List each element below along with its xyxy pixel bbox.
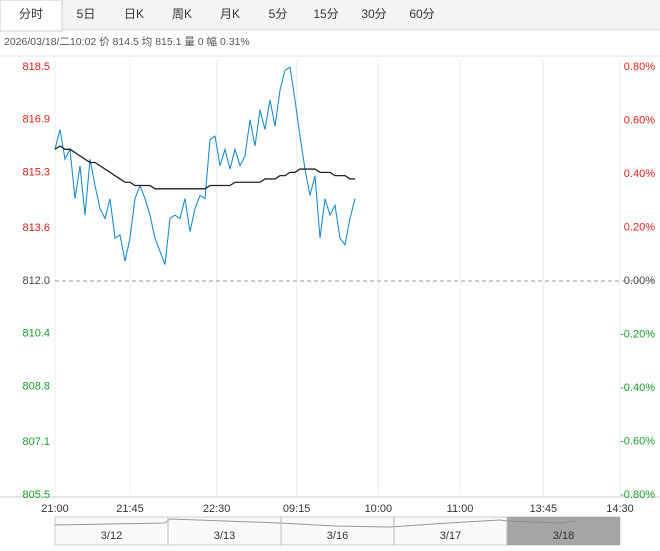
x-tick-label: 09:15 [283, 503, 311, 515]
y-tick-label: 812.0 [22, 275, 50, 287]
y-tick-label: 818.5 [22, 61, 50, 73]
navigator-date[interactable]: 3/12 [101, 530, 122, 542]
y-tick-label: 813.6 [22, 222, 50, 234]
y-tick-label: 808.8 [22, 380, 50, 392]
y2-tick-label: -0.60% [620, 435, 655, 447]
y-tick-label: 816.9 [22, 114, 50, 126]
tab[interactable]: 60分 [409, 7, 434, 21]
y-tick-label: 810.4 [22, 328, 50, 340]
tab-bar [0, 0, 660, 30]
x-tick-label: 11:00 [447, 503, 474, 515]
x-tick-label: 14:30 [606, 503, 634, 515]
y-tick-label: 807.1 [22, 436, 50, 448]
y2-tick-label: -0.80% [620, 489, 655, 501]
y2-tick-label: 0.20% [624, 221, 655, 233]
y2-tick-label: 0.60% [624, 114, 655, 126]
y2-tick-label: 0.80% [624, 61, 655, 73]
x-tick-label: 22:30 [203, 503, 231, 515]
x-tick-label: 13:45 [530, 503, 558, 515]
tab[interactable]: 月K [220, 7, 240, 21]
tab[interactable]: 周K [172, 7, 192, 21]
tab-active[interactable] [0, 0, 63, 32]
average-line [54, 145, 355, 190]
x-tick-label: 10:00 [365, 503, 393, 515]
quote-info: 2026/03/18/二10:02 价 814.5 均 815.1 量 0 幅 … [4, 35, 250, 48]
tab[interactable]: 5日 [77, 7, 96, 21]
tab[interactable]: 日K [124, 7, 144, 21]
tab[interactable]: 5分 [269, 7, 288, 21]
navigator-date[interactable]: 3/13 [214, 530, 235, 542]
y2-tick-label: -0.40% [620, 382, 655, 394]
tab[interactable]: 15分 [313, 7, 338, 21]
tab[interactable]: 分时 [19, 7, 43, 21]
navigator-selection[interactable] [507, 517, 620, 545]
x-tick-label: 21:45 [116, 503, 144, 515]
navigator-date[interactable]: 3/17 [440, 530, 461, 542]
y2-tick-label: -0.20% [620, 328, 655, 340]
x-tick-label: 21:00 [41, 503, 69, 515]
y-tick-label: 805.5 [22, 489, 50, 501]
navigator-date[interactable]: 3/18 [553, 530, 574, 542]
navigator-date[interactable]: 3/16 [327, 530, 348, 542]
y-tick-label: 815.3 [22, 166, 50, 178]
tab[interactable]: 30分 [361, 7, 386, 21]
y2-tick-label: 0.40% [624, 168, 655, 180]
